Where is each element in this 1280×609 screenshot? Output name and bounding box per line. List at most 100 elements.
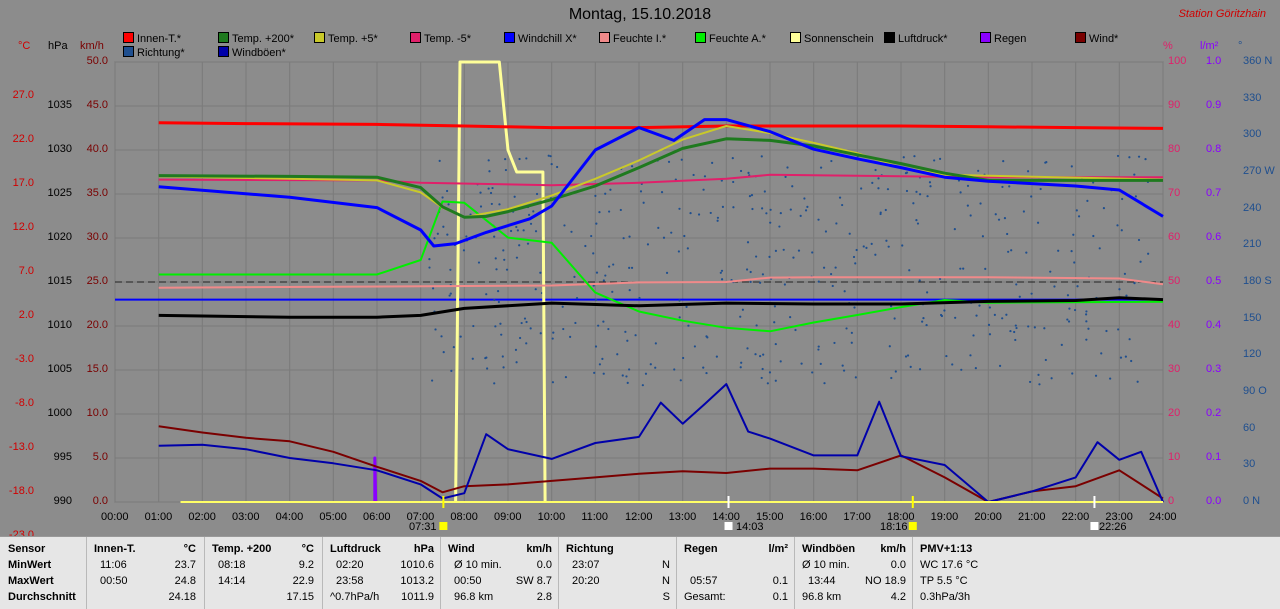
wind-direction-point bbox=[1073, 308, 1077, 312]
wind-direction-point bbox=[915, 190, 918, 193]
wind-direction-point bbox=[1128, 156, 1131, 159]
axis-tick-time: 01:00 bbox=[144, 511, 173, 523]
wind-direction-point bbox=[539, 271, 542, 274]
wind-direction-point bbox=[908, 269, 911, 272]
wind-direction-point bbox=[518, 336, 522, 340]
wind-direction-point bbox=[1133, 282, 1136, 285]
weather-chart bbox=[114, 60, 1164, 530]
legend-swatch bbox=[504, 32, 515, 43]
wind-direction-point bbox=[1036, 221, 1040, 224]
wind-direction-point bbox=[978, 304, 981, 307]
axis-tick-percent: 80 bbox=[1168, 143, 1181, 155]
wind-direction-point bbox=[493, 235, 496, 238]
legend-label: Richtung* bbox=[137, 47, 185, 59]
unit-celsius: °C bbox=[18, 40, 31, 52]
wind-direction-point bbox=[1125, 294, 1128, 297]
axis-tick-time: 05:00 bbox=[319, 511, 347, 523]
wind-direction-point bbox=[716, 216, 720, 219]
richtung-r3b: S bbox=[662, 591, 670, 603]
wind-direction-point bbox=[526, 242, 530, 245]
header-regen: Regen bbox=[684, 543, 718, 555]
wind-direction-point bbox=[988, 333, 992, 336]
axis-tick-time: 15:00 bbox=[756, 511, 784, 523]
wind-direction-point bbox=[1018, 295, 1021, 298]
wind-direction-point bbox=[692, 173, 695, 177]
wind-direction-point bbox=[662, 236, 666, 239]
wind-direction-point bbox=[918, 193, 922, 196]
wind-direction-point bbox=[929, 185, 932, 188]
pressure-min-time: 02:20 bbox=[336, 559, 364, 571]
wind-direction-point bbox=[918, 368, 922, 371]
wind-direction-point bbox=[1070, 250, 1073, 253]
wind-direction-point bbox=[1030, 292, 1033, 295]
wind-direction-point bbox=[778, 225, 781, 228]
wind-direction-point bbox=[984, 267, 987, 271]
wind-direction-point bbox=[888, 345, 891, 348]
wind-direction-point bbox=[601, 357, 604, 360]
wind-direction-point bbox=[803, 197, 806, 200]
wind-direction-point bbox=[604, 274, 607, 277]
header-pressure: Luftdruck bbox=[330, 543, 381, 555]
wind-direction-point bbox=[705, 335, 708, 338]
wind-direction-point bbox=[933, 159, 936, 162]
wind-direction-point bbox=[702, 366, 705, 369]
series-line bbox=[158, 296, 1164, 319]
wind-direction-point bbox=[848, 232, 851, 235]
wind-direction-point bbox=[641, 384, 644, 387]
axis-tick-kmh: 0.0 bbox=[92, 495, 108, 507]
wind-direction-point bbox=[1006, 232, 1009, 236]
wind-direction-point bbox=[503, 258, 506, 261]
wind-direction-point bbox=[850, 341, 853, 344]
legend-item: Temp. +5* bbox=[314, 32, 378, 45]
axis-tick-percent: 70 bbox=[1168, 187, 1181, 199]
header-temp: Temp. +200 bbox=[212, 543, 272, 555]
axis-tick-time: 22:00 bbox=[1061, 511, 1090, 523]
wind-direction-point bbox=[654, 342, 657, 345]
wind-direction-point bbox=[943, 309, 946, 312]
wind-direction-point bbox=[797, 249, 801, 252]
sunrise-tick-icon bbox=[439, 522, 448, 530]
axis-tick-kmh: 15.0 bbox=[86, 363, 108, 375]
boeen-r2a: 13:44 bbox=[808, 575, 836, 587]
wind-direction-point bbox=[1147, 252, 1150, 255]
regen-r3a: Gesamt: bbox=[684, 591, 726, 603]
wind-direction-point bbox=[766, 382, 769, 385]
wind-direction-point bbox=[804, 209, 808, 212]
wind-direction-point bbox=[1120, 229, 1123, 232]
wind-direction-point bbox=[1094, 374, 1098, 377]
legend-swatch bbox=[695, 32, 706, 43]
wind-direction-point bbox=[515, 256, 519, 259]
wind-direction-point bbox=[678, 316, 681, 319]
wind-direction-point bbox=[1015, 283, 1018, 286]
wind-direction-point bbox=[975, 314, 978, 317]
wind-direction-point bbox=[1066, 294, 1070, 297]
wind-direction-point bbox=[779, 212, 782, 215]
wind-direction-point bbox=[783, 283, 786, 286]
moon-marker: 22:26 bbox=[1099, 521, 1127, 533]
wind-direction-point bbox=[913, 155, 916, 158]
axis-tick-direction: 360 N bbox=[1243, 55, 1273, 67]
wind-direction-point bbox=[905, 189, 909, 193]
regen-r3b: 0.1 bbox=[772, 591, 788, 603]
wind-direction-point bbox=[877, 177, 880, 180]
innen-min: 23.7 bbox=[174, 559, 196, 571]
axis-tick-time: 10:00 bbox=[537, 511, 566, 523]
series-line bbox=[454, 60, 547, 503]
wind-direction-point bbox=[745, 268, 749, 271]
wind-direction-point bbox=[679, 379, 682, 382]
row-label-max: MaxWert bbox=[8, 575, 54, 587]
richtung-r1a: 23:07 bbox=[572, 559, 600, 571]
wind-direction-point bbox=[1117, 328, 1120, 331]
wind-direction-point bbox=[628, 289, 631, 292]
wind-direction-point bbox=[594, 345, 598, 348]
wind-direction-point bbox=[687, 324, 690, 327]
wind-direction-point bbox=[893, 317, 896, 320]
wind-direction-point bbox=[598, 363, 601, 366]
wind-direction-point bbox=[945, 354, 948, 358]
pressure-max: 1013.2 bbox=[400, 575, 434, 587]
series-line bbox=[158, 200, 1164, 333]
wind-direction-point bbox=[817, 345, 820, 348]
wind-direction-point bbox=[1007, 250, 1010, 253]
axis-tick-time: 06:00 bbox=[363, 511, 391, 523]
wind-direction-point bbox=[501, 355, 504, 358]
